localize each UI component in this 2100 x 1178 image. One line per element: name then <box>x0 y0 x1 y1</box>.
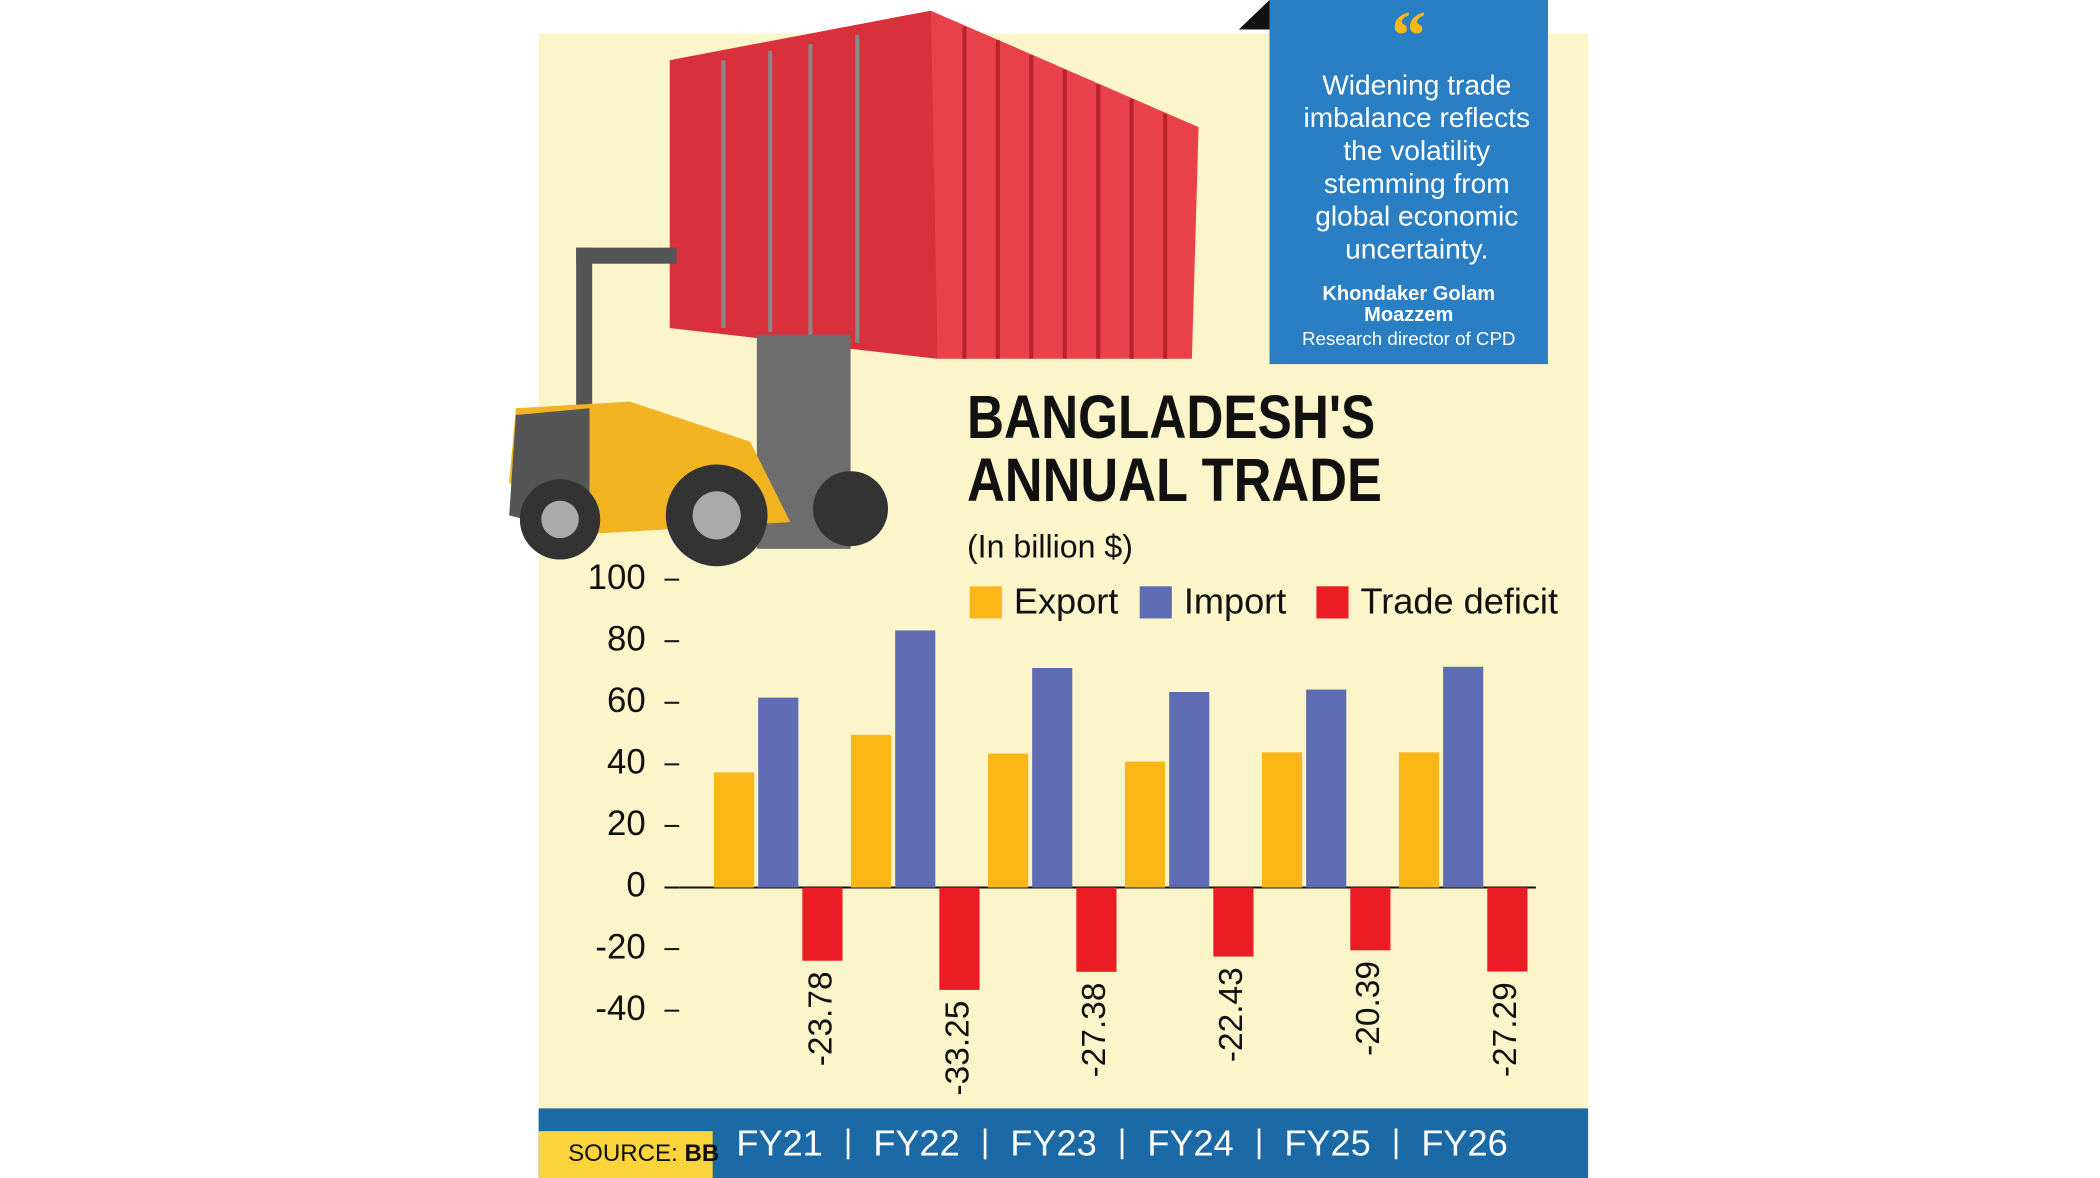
bar <box>1124 761 1166 888</box>
bar <box>850 734 892 888</box>
x-tick-label: FY22 <box>873 1122 959 1163</box>
y-tick-label: 100 <box>588 558 646 597</box>
y-tick-label: 20 <box>607 804 646 843</box>
data-label: -27.38 <box>1076 983 1113 1078</box>
bar <box>1032 667 1073 888</box>
legend-label: Trade deficit <box>1361 580 1558 621</box>
overhead-guard <box>576 247 677 264</box>
y-tick-label: -40 <box>595 989 645 1028</box>
y-tick-label: 60 <box>607 681 646 720</box>
bar <box>758 697 799 888</box>
quote-mark: “ <box>1391 0 1426 75</box>
data-label: -23.78 <box>802 971 839 1066</box>
front-wheel-2 <box>813 471 889 547</box>
x-tick-label: FY24 <box>1147 1122 1233 1163</box>
bar <box>895 630 936 888</box>
quote-line: Widening trade <box>1322 69 1511 100</box>
source-label: SOURCE: <box>568 1141 678 1168</box>
source: SOURCE: BB <box>568 1141 719 1168</box>
bar <box>987 753 1029 888</box>
bar <box>1398 752 1440 888</box>
bar <box>939 887 980 990</box>
x-tick-label: FY23 <box>1010 1122 1096 1163</box>
data-label: -20.39 <box>1350 961 1387 1056</box>
legend-swatch <box>1139 586 1172 619</box>
legend-label: Export <box>1014 580 1118 621</box>
bar <box>1487 887 1528 972</box>
data-label: -22.43 <box>1213 967 1250 1062</box>
legend-swatch <box>969 586 1002 619</box>
chart-title: BANGLADESH'S <box>967 383 1375 452</box>
bar <box>1306 689 1347 888</box>
quote-line: imbalance reflects <box>1304 102 1531 133</box>
bar <box>1261 752 1303 888</box>
plot: 100 80 60 40 20 0 -20 -40 Export Import Trade defi… <box>588 558 1558 1164</box>
y-tick-label: 80 <box>607 619 646 658</box>
bar <box>802 887 843 961</box>
bar <box>1443 666 1484 888</box>
bar <box>1169 692 1210 888</box>
data-label: -33.25 <box>939 1001 976 1096</box>
bar <box>1350 887 1391 951</box>
guard-post <box>576 247 593 449</box>
container-ribs <box>962 26 1168 359</box>
bar <box>1076 887 1117 972</box>
x-tick-label: FY21 <box>736 1122 822 1163</box>
bar <box>1213 887 1254 957</box>
illustration <box>509 10 1199 567</box>
x-tick-label: FY25 <box>1284 1122 1370 1163</box>
y-tick-label: -20 <box>595 927 645 966</box>
source-value: BB <box>685 1141 720 1168</box>
quote-line: uncertainty. <box>1345 233 1488 264</box>
quote-line: stemming from <box>1324 168 1510 199</box>
bar <box>714 772 755 888</box>
door-bars <box>721 34 860 343</box>
quote-author: Khondaker Golam <box>1322 283 1495 305</box>
legend-swatch <box>1316 586 1349 619</box>
quote-role: Research director of CPD <box>1302 328 1515 349</box>
chart-title: ANNUAL TRADE <box>967 446 1382 515</box>
chart-subtitle: (In billion $) <box>967 528 1133 564</box>
data-label: -27.29 <box>1487 982 1524 1077</box>
quote-author: Moazzem <box>1364 304 1453 326</box>
source-box <box>538 1131 713 1178</box>
quote-box <box>1269 0 1548 365</box>
y-tick-label: 40 <box>607 743 646 782</box>
quote-line: global economic <box>1315 201 1518 232</box>
legend-label: Import <box>1184 580 1286 621</box>
y-tick-label: 0 <box>626 866 645 905</box>
x-tick-label: FY26 <box>1421 1122 1507 1163</box>
quote-line: the volatility <box>1343 135 1490 166</box>
category-band <box>538 1108 1589 1178</box>
container-door <box>669 10 938 359</box>
